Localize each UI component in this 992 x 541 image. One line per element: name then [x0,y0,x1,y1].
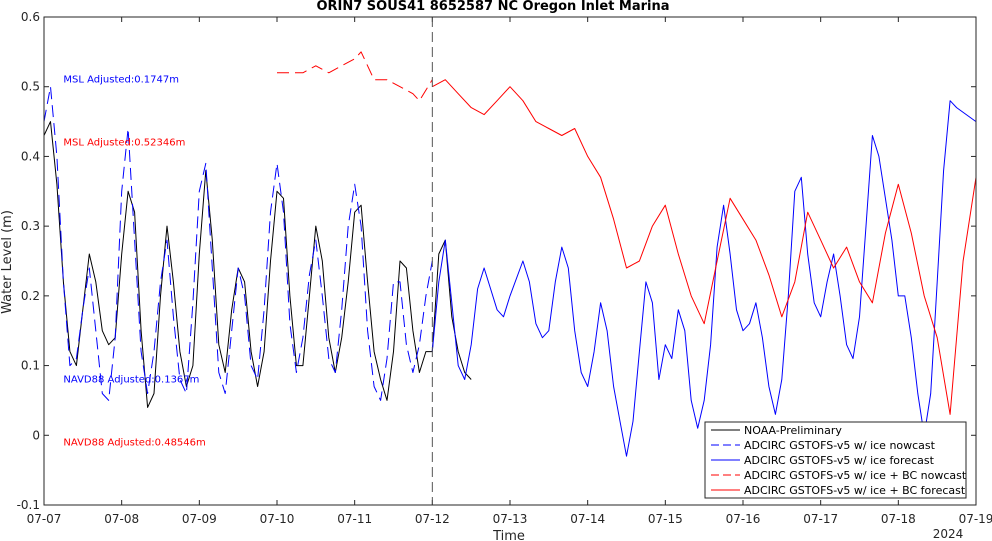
y-tick-label: 0.1 [21,359,40,373]
x-tick-label: 07-10 [260,512,295,526]
x-tick-label: 07-11 [337,512,372,526]
x-tick-label: 07-18 [881,512,916,526]
level-annotation: NAVD88 Adjusted:0.1367m [63,375,199,386]
annotations-layer: MSL Adjusted:0.1747m MSL Adjusted:0.52346… [63,75,205,449]
legend-label: ADCIRC GSTOFS-v5 w/ ice + BC nowcast [744,469,967,482]
ticks-layer: -0.1 0 0.1 0.2 0.3 0.4 0.5 0.6 07-07 07-08 07-09 07… [17,10,992,526]
level-annotation: NAVD88 Adjusted:0.48546m [63,437,205,448]
legend-label: ADCIRC GSTOFS-v5 w/ ice + BC forecast [744,484,966,497]
y-tick-label: -0.1 [17,498,40,512]
legend: NOAA-Preliminary ADCIRC GSTOFS-v5 w/ ice … [704,421,967,499]
level-annotation: MSL Adjusted:0.52346m [63,137,185,148]
legend-label: ADCIRC GSTOFS-v5 w/ ice forecast [744,454,935,467]
series-line-1 [43,121,472,408]
x-tick-label: 07-17 [803,512,838,526]
y-tick-label: 0.6 [21,10,40,24]
series-layer [43,51,977,457]
x-year-label: 2024 [933,527,964,541]
x-tick-label: 07-14 [570,512,605,526]
legend-label: NOAA-Preliminary [744,424,842,437]
x-axis-label: Time [492,529,525,541]
series-line-2 [43,86,433,401]
legend-box [704,421,967,499]
x-tick-label: 07-13 [493,512,528,526]
series-line-4 [277,51,433,102]
x-tick-label: 07-09 [182,512,217,526]
plot-frame [43,16,977,506]
x-tick-label: 07-08 [104,512,139,526]
x-tick-label: 07-12 [415,512,450,526]
x-tick-label: 07-15 [648,512,683,526]
legend-label: ADCIRC GSTOFS-v5 w/ ice nowcast [744,439,936,452]
y-tick-label: 0.5 [21,80,40,94]
y-tick-label: 0.2 [21,289,40,303]
x-tick-label: 07-19 [959,512,992,526]
y-tick-label: 0.4 [21,149,40,163]
level-annotation: MSL Adjusted:0.1747m [63,75,179,86]
x-tick-label: 07-07 [27,512,62,526]
x-tick-label: 07-16 [726,512,761,526]
y-axis-label: Water Level (m) [0,210,15,314]
series-line-5 [432,79,977,415]
y-tick-label: 0 [32,428,40,442]
y-tick-label: 0.3 [21,219,40,233]
chart-title: ORIN7 SOUS41 8652587 NC Oregon Inlet Mar… [316,0,669,14]
series-line-3 [431,100,977,457]
